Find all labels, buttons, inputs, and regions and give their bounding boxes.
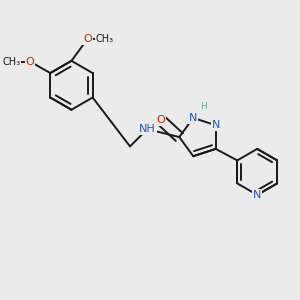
Text: N: N — [212, 120, 220, 130]
Text: O: O — [83, 34, 92, 44]
Text: O: O — [156, 115, 165, 125]
Text: N: N — [253, 190, 261, 200]
Text: N: N — [189, 113, 197, 123]
Text: CH₃: CH₃ — [2, 57, 20, 67]
Text: H: H — [200, 102, 207, 111]
Text: O: O — [26, 57, 34, 67]
Text: CH₃: CH₃ — [95, 34, 114, 44]
Text: NH: NH — [139, 124, 156, 134]
